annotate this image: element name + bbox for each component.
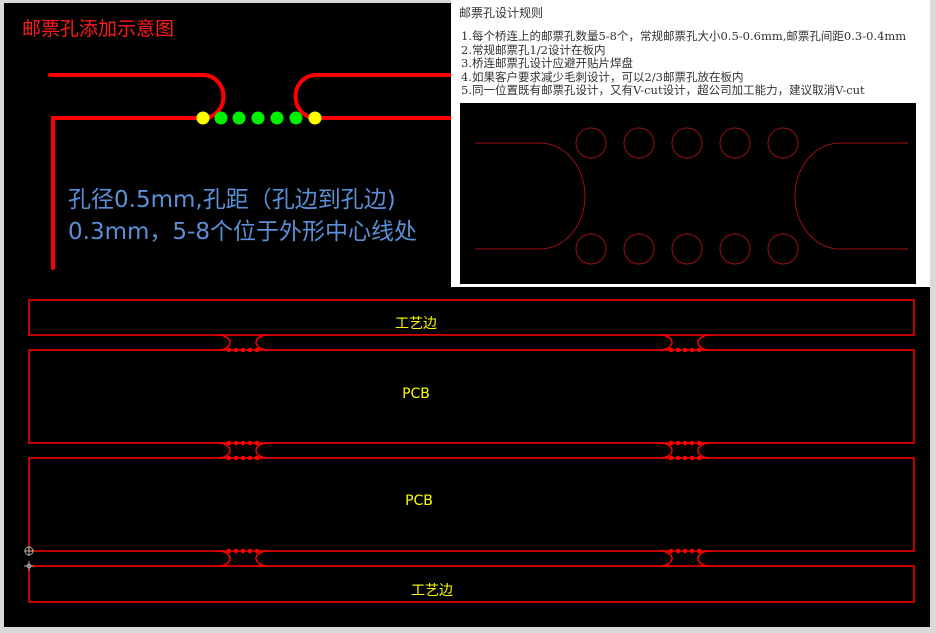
- rules-list: 1.每个桥连上的邮票孔数量5-8个，常规邮票孔大小0.5-0.6mm,邮票孔间距…: [461, 29, 907, 98]
- rule-item: 4.如果客户要求减少毛刺设计，可以2/3邮票孔放在板内: [461, 69, 744, 84]
- stamp-hole: [671, 127, 703, 159]
- label-pcb-1: PCB: [402, 386, 430, 402]
- rule-item: 5.同一位置既有邮票孔设计，又有V-cut设计，超公司加工能力，建议取消V-cu…: [461, 83, 865, 97]
- diagram-title: 邮票孔添加示意图: [22, 18, 175, 40]
- rules-heading: 邮票孔设计规则: [459, 6, 544, 20]
- stamp-hole: [196, 111, 210, 125]
- stamp-hole: [251, 111, 265, 125]
- spec-text: 孔径0.5mm,孔距（孔边到孔边) 0.3mm，5-8个位于外形中心线处: [68, 184, 417, 248]
- stamp-hole: [289, 111, 303, 125]
- stamp-hole: [575, 233, 607, 265]
- spec-line-1: 孔径0.5mm,孔距（孔边到孔边): [68, 187, 396, 213]
- spec-line-2: 0.3mm，5-8个位于外形中心线处: [68, 219, 417, 245]
- rules-panel: 邮票孔设计规则 1.每个桥连上的邮票孔数量5-8个，常规邮票孔大小0.5-0.6…: [451, 0, 930, 287]
- outline-right: [794, 142, 908, 250]
- stamp-hole: [719, 233, 751, 265]
- stamp-hole: [308, 111, 322, 125]
- label-pcb-2: PCB: [405, 493, 433, 509]
- stamp-hole: [719, 127, 751, 159]
- stamp-hole: [671, 233, 703, 265]
- stamp-hole: [575, 127, 607, 159]
- board-outline-upper-left: [48, 73, 226, 120]
- rule-item: 2.常规邮票孔1/2设计在板内: [461, 42, 606, 57]
- stamp-hole: [623, 127, 655, 159]
- stamp-hole: [767, 233, 799, 265]
- rule-item: 1.每个桥连上的邮票孔数量5-8个，常规邮票孔大小0.5-0.6mm,邮票孔间距…: [461, 29, 907, 43]
- stamp-hole: [270, 111, 284, 125]
- stamp-hole: [767, 127, 799, 159]
- stamp-hole: [623, 233, 655, 265]
- stamp-hole: [232, 111, 246, 125]
- label-process-edge-top: 工艺边: [395, 316, 437, 332]
- rule-item: 3.桥连邮票孔设计应避开贴片焊盘: [461, 56, 633, 70]
- rules-diagram: [460, 103, 916, 284]
- board-outline-lower-left: [51, 116, 205, 270]
- outline-left: [475, 142, 586, 250]
- label-process-edge-bottom: 工艺边: [411, 583, 453, 599]
- board-outline-right: [293, 73, 452, 120]
- stamp-hole: [214, 111, 228, 125]
